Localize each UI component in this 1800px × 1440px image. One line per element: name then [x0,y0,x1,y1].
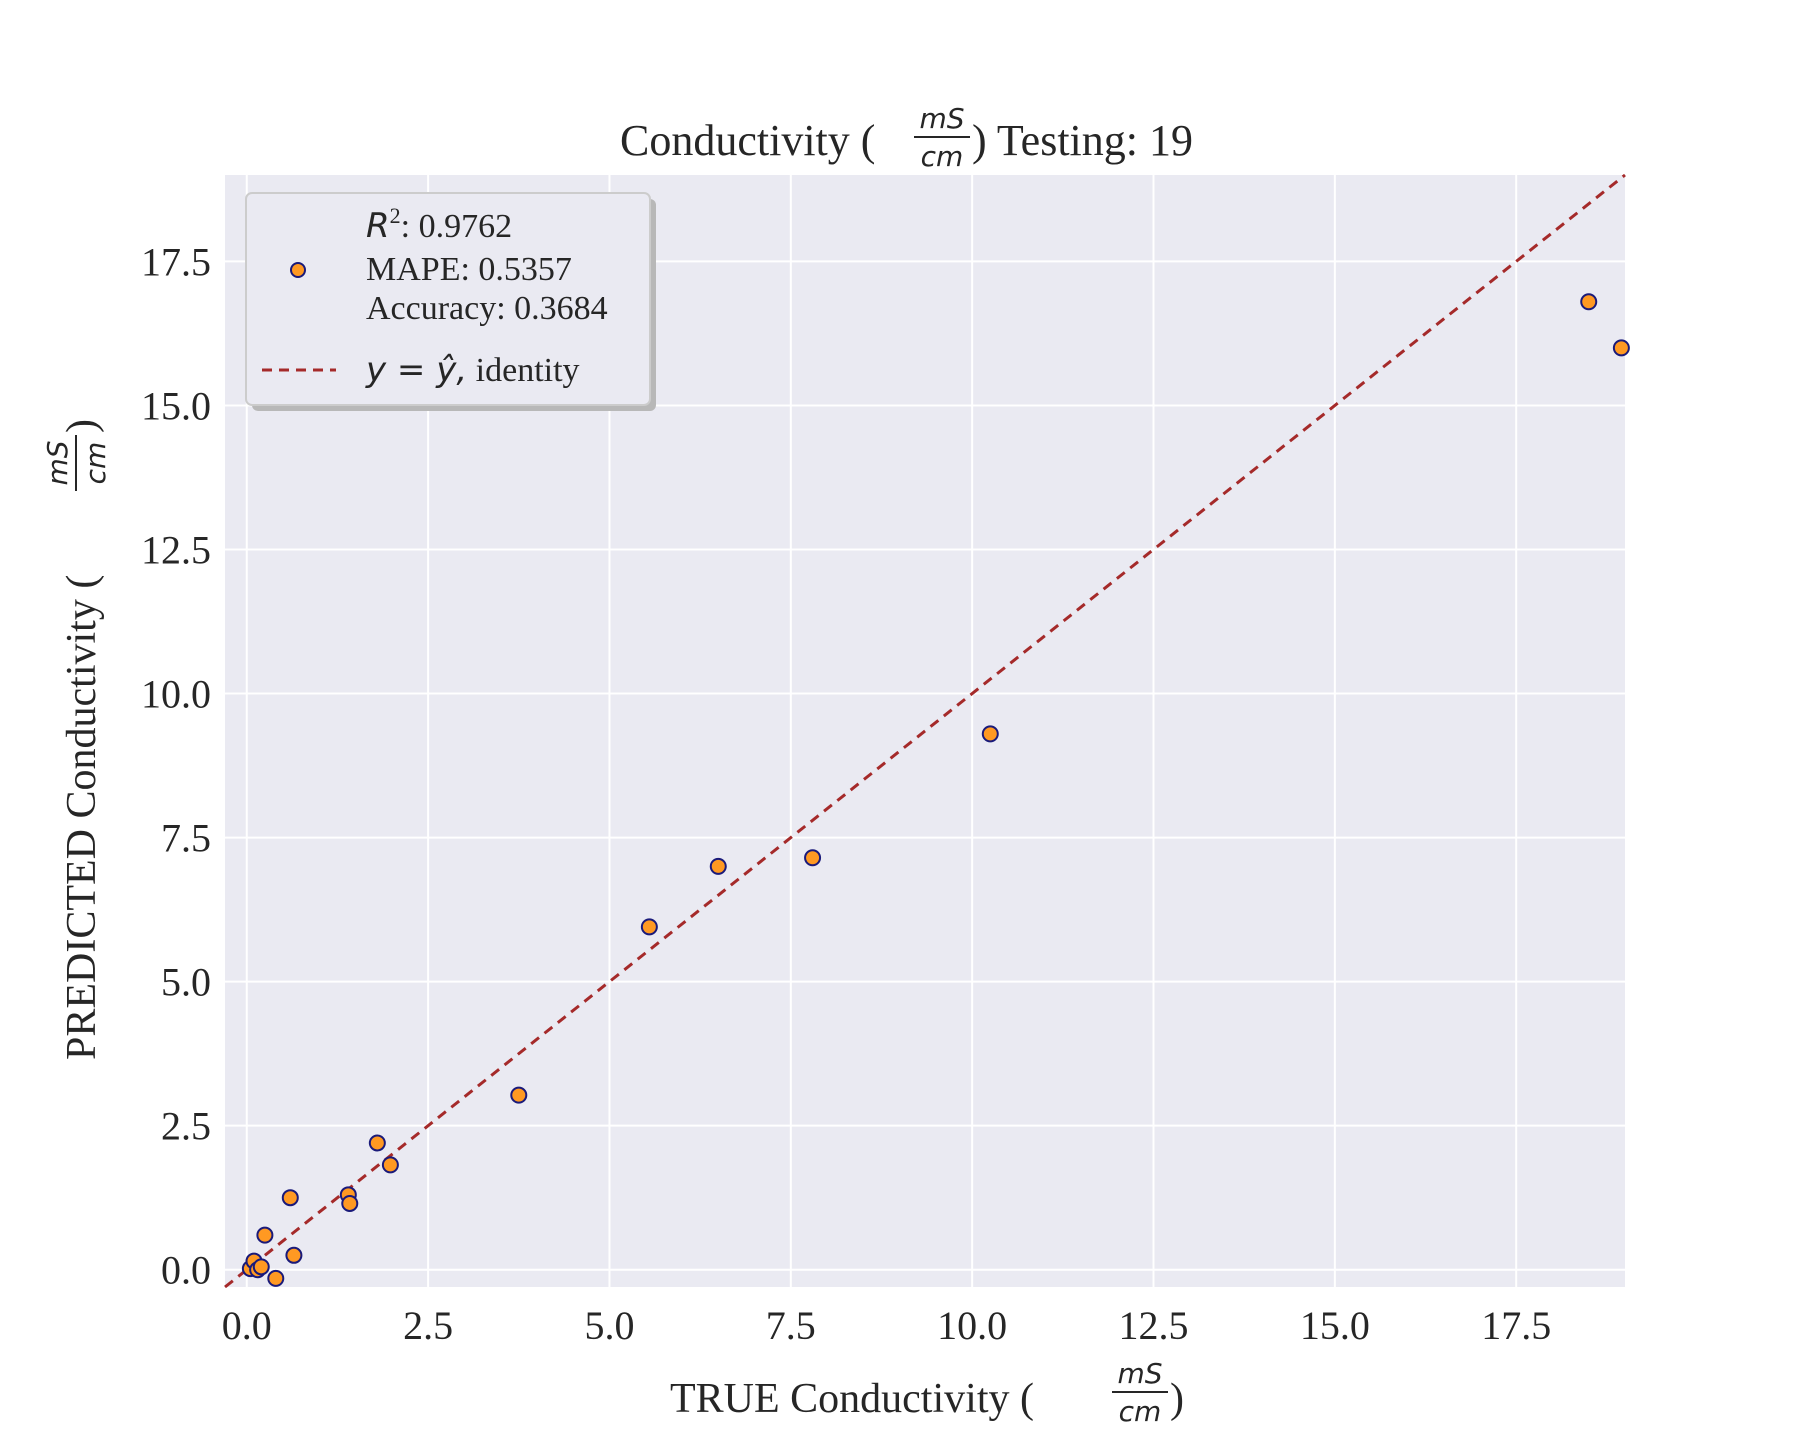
svg-text:) Testing: 19: ) Testing: 19 [972,116,1193,165]
x-tick-label: 5.0 [584,1303,634,1348]
x-unit-den: cm [1119,1395,1162,1428]
x-axis-label: TRUE Conductivity ( [670,1376,1034,1422]
legend-scatter-marker [290,262,306,278]
x-tick-label: 10.0 [937,1303,1007,1348]
legend-mape: MAPE: 0.5357 [366,251,572,288]
legend-r2-value: : 0.9762 [401,208,512,245]
title-unit-den: cm [921,140,964,173]
y-unit-den: cm [79,442,112,485]
data-point [510,1086,528,1104]
x-tick-label: 0.0 [222,1303,272,1348]
x-axis-title: TRUE Conductivity ( mS cm ) [670,1357,1184,1428]
data-point [341,1194,359,1212]
x-axis-close: ) [1170,1376,1184,1422]
x-tick-label: 12.5 [1118,1303,1188,1348]
legend-box [245,192,651,406]
y-axis-close: ) [59,419,105,433]
data-point [256,1226,274,1244]
y-tick-labels: 0.0 2.5 5.0 7.5 10.0 12.5 15.0 17.5 [141,239,211,1292]
data-point [252,1258,270,1276]
legend: R2: 0.9762 MAPE: 0.5357 Accuracy: 0.3684… [245,192,656,411]
y-tick-label: 7.5 [161,816,211,861]
legend-identity-text: identity [467,352,579,389]
data-point [381,1156,399,1174]
data-point [804,849,822,867]
data-point [1580,293,1598,311]
data-point [981,725,999,743]
y-axis-label: PREDICTED Conductivity ( [59,575,105,1060]
chart-title: Conductivity ( mS cm ) Testing: 19 [620,102,1193,173]
legend-accuracy: Accuracy: 0.3684 [366,290,608,327]
y-tick-label: 10.0 [141,672,211,717]
title-prefix: Conductivity ( [620,116,875,165]
x-tick-label: 17.5 [1481,1303,1551,1348]
y-tick-label: 2.5 [161,1104,211,1149]
x-tick-label: 15.0 [1300,1303,1370,1348]
data-point [1612,339,1630,357]
data-point [267,1269,285,1287]
x-tick-label: 7.5 [766,1303,816,1348]
x-tick-label: 2.5 [403,1303,453,1348]
y-tick-label: 5.0 [161,960,211,1005]
data-point [709,857,727,875]
identity-line [224,173,1626,1289]
data-point [640,918,658,936]
data-point [368,1134,386,1152]
x-unit-num: mS [1117,1357,1162,1390]
y-tick-label: 17.5 [141,239,211,284]
y-axis-title: PREDICTED Conductivity ( mS cm ) [41,419,112,1060]
x-tick-labels: 0.0 2.5 5.0 7.5 10.0 12.5 15.0 17.5 [222,1303,1551,1348]
points-layer [241,293,1630,1287]
data-point [285,1246,303,1264]
data-point [281,1189,299,1207]
identity-line-layer [224,173,1626,1289]
legend-r2-sup: 2 [390,203,401,228]
y-tick-label: 0.0 [161,1248,211,1293]
y-tick-label: 12.5 [141,528,211,573]
title-unit-num: mS [919,102,964,135]
legend-identity: y = ŷ, identity [365,350,580,390]
y-unit-num: mS [41,440,74,485]
legend-identity-math: y = ŷ, [365,350,467,390]
y-tick-label: 15.0 [141,383,211,428]
svg-text:Conductivity (: Conductivity ( [620,116,875,165]
legend-r2: R2: 0.9762 [366,203,512,246]
title-suffix: ) Testing: 19 [972,116,1193,165]
